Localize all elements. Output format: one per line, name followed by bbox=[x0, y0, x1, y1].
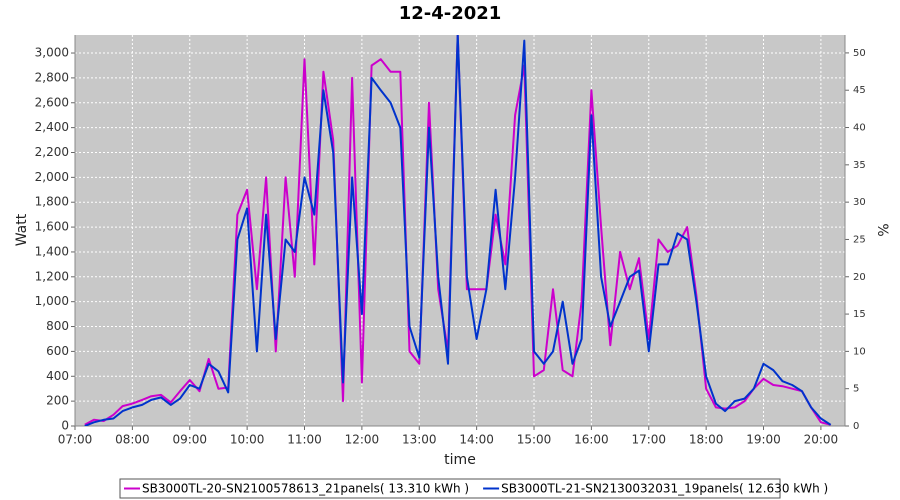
x-tick-label: 13:00 bbox=[402, 433, 437, 447]
y-tick-label: 2,600 bbox=[35, 95, 69, 109]
legend-box bbox=[119, 478, 781, 499]
y-tick-label: 800 bbox=[46, 319, 69, 333]
y2-tick-label: 15 bbox=[853, 309, 866, 320]
y-tick-label: 600 bbox=[46, 344, 69, 358]
y2-axis-label: % bbox=[874, 223, 890, 236]
y-tick-label: 2,000 bbox=[35, 170, 69, 184]
x-tick-label: 19:00 bbox=[746, 433, 781, 447]
y2-tick-label: 5 bbox=[853, 384, 859, 395]
y-tick-label: 2,400 bbox=[35, 120, 69, 134]
series-line bbox=[84, 35, 832, 426]
x-tick-label: 07:00 bbox=[58, 433, 93, 447]
legend-label: SB3000TL-20-SN2100578613_21panels( 13.31… bbox=[142, 482, 469, 496]
x-tick-label: 18:00 bbox=[689, 433, 724, 447]
y-tick-label: 3,000 bbox=[35, 46, 69, 60]
x-tick-label: 10:00 bbox=[230, 433, 265, 447]
x-tick-label: 12:00 bbox=[345, 433, 380, 447]
y2-tick-label: 45 bbox=[853, 85, 866, 96]
y2-tick-label: 10 bbox=[853, 346, 866, 357]
plot-lines bbox=[84, 35, 832, 426]
y-tick-label: 1,200 bbox=[35, 269, 69, 283]
x-tick-label: 16:00 bbox=[574, 433, 609, 447]
y2-tick-label: 20 bbox=[853, 272, 866, 283]
y-tick-label: 1,000 bbox=[35, 294, 69, 308]
y-tick-label: 1,800 bbox=[35, 195, 69, 209]
x-tick-label: 17:00 bbox=[631, 433, 666, 447]
x-tick-label: 15:00 bbox=[517, 433, 552, 447]
chart-title: 12-4-2021 bbox=[399, 3, 502, 24]
y2-tick-label: 50 bbox=[853, 48, 866, 59]
y-tick-label: 1,600 bbox=[35, 220, 69, 234]
y2-tick-label: 0 bbox=[853, 421, 859, 432]
x-tick-label: 11:00 bbox=[287, 433, 322, 447]
y-tick-label: 1,400 bbox=[35, 244, 69, 258]
y-tick-label: 2,800 bbox=[35, 70, 69, 84]
x-axis-label: time bbox=[444, 452, 476, 468]
legend-label: SB3000TL-21-SN2130032031_19panels( 12.63… bbox=[501, 482, 828, 496]
y-tick-label: 2,200 bbox=[35, 145, 69, 159]
series-line bbox=[84, 35, 831, 426]
y-tick-label: 400 bbox=[46, 369, 69, 383]
x-tick-label: 08:00 bbox=[115, 433, 150, 447]
y2-tick-label: 40 bbox=[853, 123, 866, 134]
y2-tick-label: 25 bbox=[853, 234, 866, 245]
y-axis-label: Watt bbox=[14, 213, 30, 246]
y-tick-label: 0 bbox=[61, 419, 69, 433]
x-tick-label: 09:00 bbox=[172, 433, 207, 447]
y-tick-label: 200 bbox=[46, 394, 69, 408]
x-tick-label: 14:00 bbox=[459, 433, 494, 447]
y2-tick-label: 30 bbox=[853, 197, 866, 208]
y2-tick-label: 35 bbox=[853, 160, 866, 171]
x-tick-label: 20:00 bbox=[804, 433, 839, 447]
